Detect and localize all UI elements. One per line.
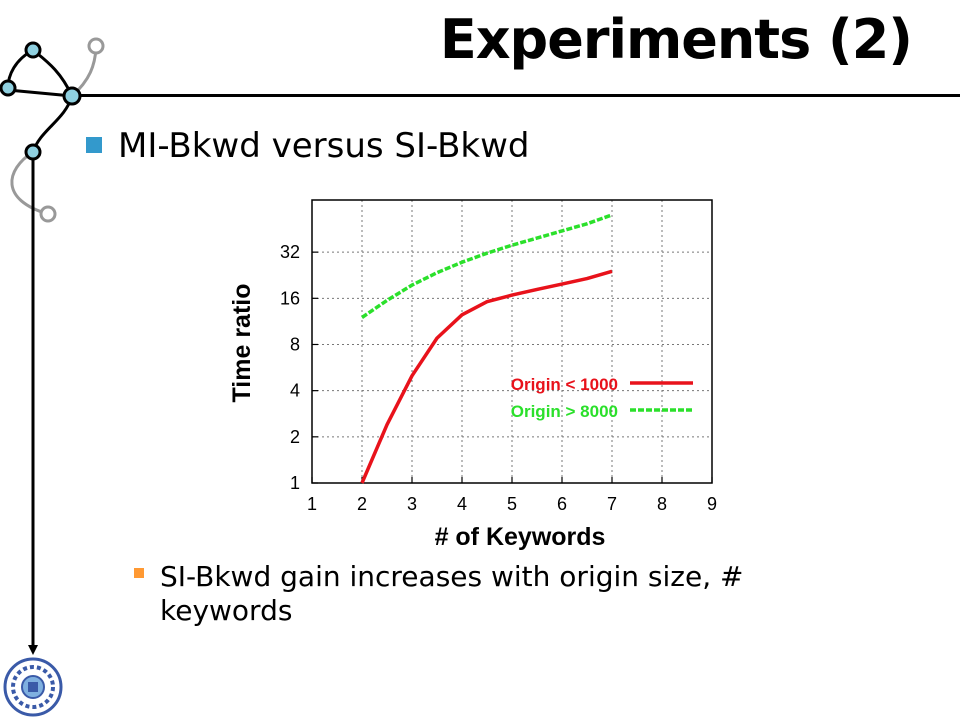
node-circle [0, 79, 17, 97]
branch-decoration [0, 37, 105, 655]
institute-logo [3, 657, 63, 717]
node-circle [24, 41, 42, 59]
x-tick-label: 2 [357, 494, 367, 514]
x-tick-label: 6 [557, 494, 567, 514]
bullet-square-icon [134, 568, 144, 578]
x-tick-label: 8 [657, 494, 667, 514]
node-circle [87, 37, 105, 55]
legend-label-2: Origin > 8000 [511, 402, 618, 421]
y-tick-label: 8 [290, 334, 300, 354]
legend-label-1: Origin < 1000 [511, 375, 618, 394]
y-tick-label: 32 [280, 242, 300, 262]
node-circle [39, 205, 57, 223]
x-axis-label: # of Keywords [435, 523, 606, 551]
x-tick-label: 4 [457, 494, 467, 514]
bullet-main-text: MI-Bkwd versus SI-Bkwd [118, 126, 530, 166]
x-tick-label: 7 [607, 494, 617, 514]
node-circle [24, 143, 42, 161]
y-tick-label: 16 [280, 288, 300, 308]
bullet-sub: SI-Bkwd gain increases with origin size,… [134, 560, 874, 628]
series-line-2 [361, 213, 613, 319]
bullet-square-icon [86, 136, 102, 153]
x-tick-label: 5 [507, 494, 517, 514]
x-tick-label: 9 [707, 494, 717, 514]
y-tick-label: 2 [290, 427, 300, 447]
y-tick-label: 4 [290, 381, 300, 401]
x-tick-label: 3 [407, 494, 417, 514]
slide-title: Experiments (2) [439, 8, 913, 71]
bullet-sub-text: SI-Bkwd gain increases with origin size,… [160, 560, 744, 627]
series-line-1 [360, 269, 613, 484]
arrow-down-icon [28, 645, 38, 655]
bullet-main: MI-Bkwd versus SI-Bkwd [86, 126, 530, 166]
x-tick-label: 1 [307, 494, 317, 514]
y-tick-label: 1 [290, 473, 300, 493]
y-axis-label: Time ratio [228, 283, 256, 402]
title-divider [80, 94, 960, 97]
